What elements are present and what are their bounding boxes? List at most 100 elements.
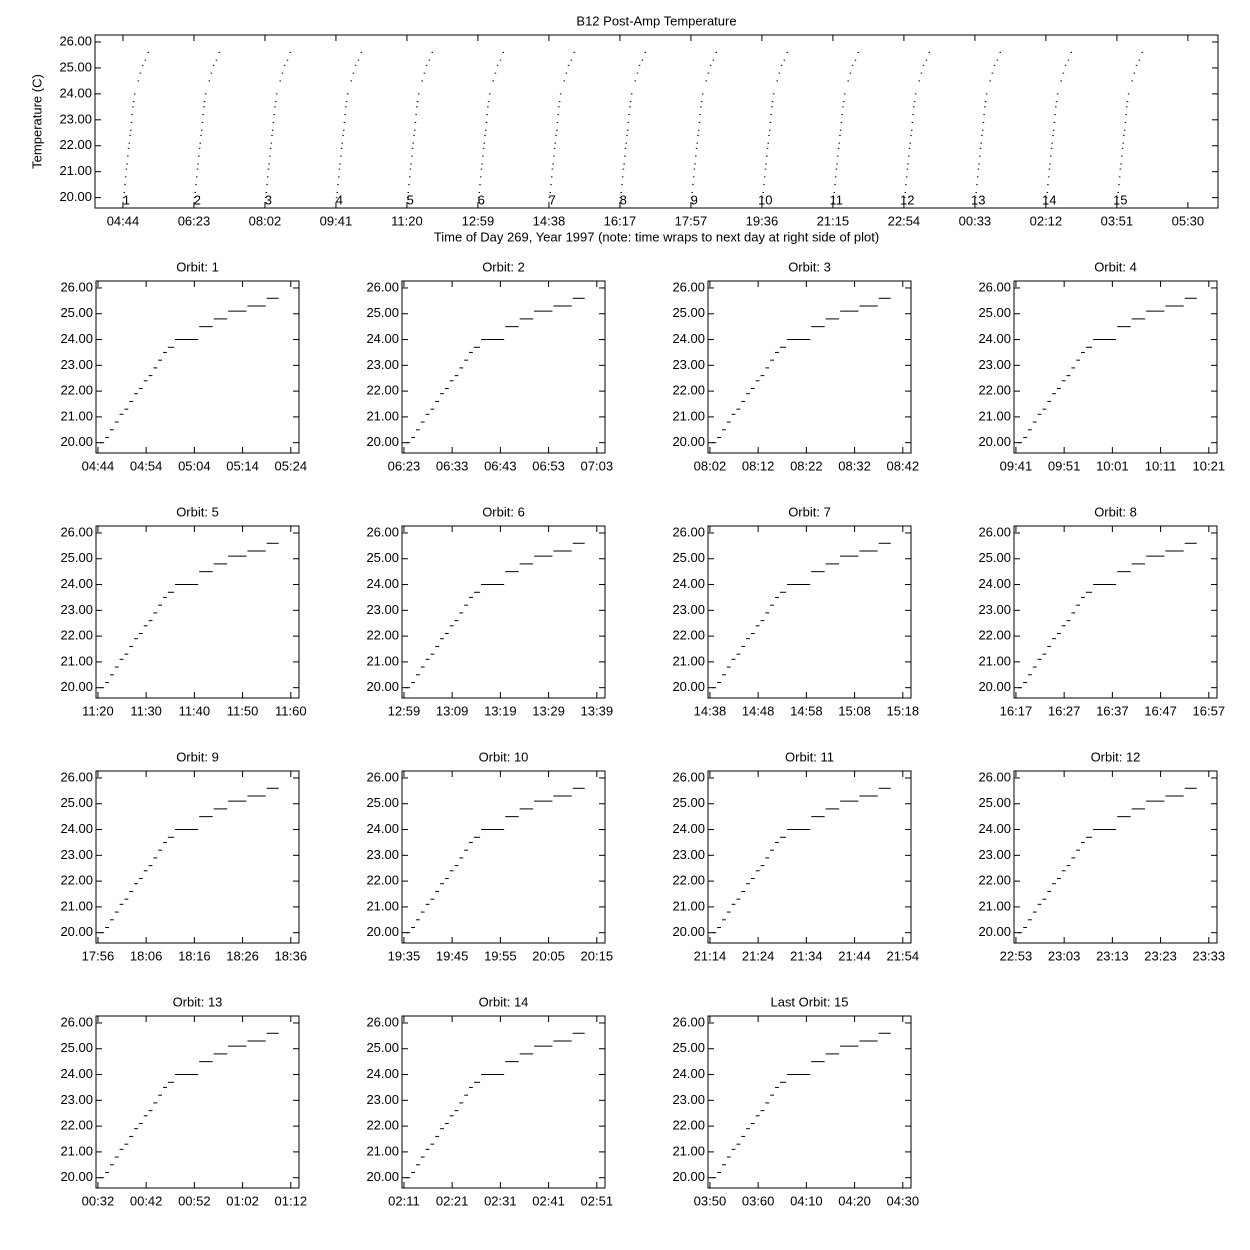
data-point: [1046, 191, 1048, 193]
data-point: [338, 168, 341, 170]
x-tick-label: 02:41: [532, 1193, 565, 1208]
chart-title: Orbit: 2: [482, 259, 525, 274]
y-axis-label: Temperature (C): [29, 74, 44, 169]
data-point: [621, 176, 624, 178]
data-point: [770, 114, 772, 116]
data-point: [275, 93, 278, 95]
data-point: [974, 197, 977, 199]
data-point: [842, 106, 844, 108]
y-tick-label: 23.00: [672, 1092, 705, 1107]
data-point: [553, 155, 555, 157]
data-point: [627, 121, 630, 123]
y-tick-label: 20.00: [60, 679, 93, 694]
data-point: [199, 142, 202, 144]
data-point: [141, 64, 144, 66]
y-tick-label: 23.00: [978, 847, 1011, 862]
x-tick-label: 02:21: [436, 1193, 469, 1208]
data-point: [1119, 168, 1122, 170]
y-tick-label: 25.00: [672, 305, 705, 320]
x-tick-label: 14:38: [694, 703, 727, 718]
data-point: [203, 101, 206, 103]
y-tick-label: 22.00: [60, 628, 93, 643]
y-tick-label: 24.00: [978, 821, 1011, 836]
data-point: [979, 155, 981, 157]
x-tick-label: 22:54: [888, 213, 921, 228]
data-point: [133, 93, 136, 95]
data-point: [837, 147, 840, 149]
x-tick-label: 15:18: [887, 703, 920, 718]
data-point: [840, 121, 843, 123]
data-point: [783, 59, 786, 61]
data-point: [839, 129, 842, 131]
y-tick-label: 21.00: [60, 1143, 93, 1158]
data-point: [694, 163, 696, 165]
data-point: [629, 101, 632, 103]
data-point: [1070, 51, 1072, 53]
data-point: [761, 197, 764, 199]
data-point: [129, 134, 131, 136]
data-point: [1117, 191, 1119, 193]
y-tick-label: 21.00: [366, 408, 399, 423]
orbit-label: 14: [1042, 192, 1056, 207]
data-point: [692, 176, 695, 178]
plot-frame: [401, 770, 606, 944]
data-point: [712, 59, 715, 61]
data-point: [624, 147, 627, 149]
y-tick-label: 25.00: [366, 1040, 399, 1055]
orbit-label: 3: [265, 192, 272, 207]
data-point: [425, 64, 428, 66]
y-tick-label: 22.00: [978, 383, 1011, 398]
data-point: [487, 101, 490, 103]
data-point: [407, 191, 410, 193]
x-tick-label: 04:10: [790, 1193, 823, 1208]
data-point: [502, 51, 505, 53]
plot-frame: [94, 34, 1219, 209]
x-tick-label: 06:43: [484, 458, 517, 473]
y-tick-label: 26.00: [366, 279, 399, 294]
y-tick-label: 25.00: [59, 59, 92, 74]
x-tick-label: 23:03: [1048, 948, 1081, 963]
data-point: [764, 168, 767, 170]
data-point: [1127, 93, 1130, 95]
y-tick-label: 23.00: [60, 357, 93, 372]
plot-frame: [707, 1015, 912, 1189]
x-tick-label: 21:14: [694, 948, 727, 963]
plot-frame: [1013, 770, 1218, 944]
data-point: [691, 191, 693, 193]
data-point: [905, 176, 908, 178]
data-point: [408, 176, 411, 178]
data-point: [360, 51, 363, 53]
data-point: [1047, 184, 1049, 186]
data-point: [906, 168, 909, 170]
data-point: [274, 101, 277, 103]
x-tick-label: 00:42: [130, 1193, 163, 1208]
orbit-label: 10: [758, 192, 772, 207]
data-point: [198, 155, 200, 157]
y-tick-label: 25.00: [60, 305, 93, 320]
y-tick-label: 22.00: [60, 383, 93, 398]
chart-title: Orbit: 7: [788, 504, 831, 519]
orbit-label: 1: [123, 192, 130, 207]
data-point: [693, 168, 696, 170]
data-point: [984, 101, 987, 103]
y-tick-label: 25.00: [366, 795, 399, 810]
x-tick-label: 00:33: [959, 213, 992, 228]
y-tick-label: 23.00: [366, 1092, 399, 1107]
y-tick-label: 25.00: [60, 1040, 93, 1055]
data-point: [908, 147, 911, 149]
data-point: [912, 114, 914, 116]
x-tick-label: 13:09: [436, 703, 469, 718]
data-point: [905, 184, 907, 186]
data-point: [1048, 168, 1051, 170]
data-point: [267, 168, 270, 170]
data-point: [1116, 197, 1119, 199]
data-point: [496, 64, 499, 66]
data-point: [271, 129, 274, 131]
x-tick-label: 06:53: [532, 458, 565, 473]
data-point: [479, 176, 482, 178]
x-tick-label: 02:12: [1030, 213, 1063, 228]
data-point: [641, 59, 644, 61]
data-point: [690, 197, 693, 199]
data-point: [1055, 101, 1058, 103]
orbit-label: 11: [830, 192, 844, 207]
